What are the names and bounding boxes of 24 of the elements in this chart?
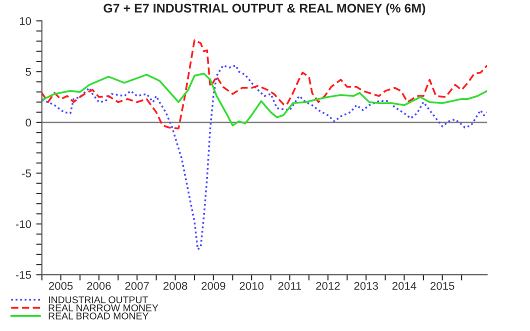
- x-tick-label: 2007: [125, 282, 149, 290]
- x-tick-label: 2011: [278, 282, 302, 290]
- x-tick-label: 2008: [163, 282, 188, 290]
- y-tick-label: 10: [20, 17, 32, 25]
- x-tick-label: 2009: [202, 282, 226, 290]
- x-tick-label: 2005: [48, 282, 73, 290]
- x-tick-label: 2010: [240, 282, 264, 290]
- x-tick-label: 2013: [354, 282, 378, 290]
- y-tick-label: 0: [26, 118, 32, 127]
- x-tick-label: 2012: [316, 282, 340, 290]
- y-tick-label: -10: [16, 220, 32, 228]
- x-tick-label: 2015: [430, 282, 454, 290]
- line-series: [42, 72, 488, 126]
- line-series: [42, 64, 488, 250]
- y-tick-label: -15: [16, 271, 31, 279]
- x-tick-label: 2006: [87, 282, 111, 290]
- line-series: [42, 39, 488, 130]
- y-tick-label: -5: [22, 170, 31, 178]
- legend-label: REAL BROAD MONEY: [48, 312, 149, 320]
- legend-label: INDUSTRIAL OUTPUT: [48, 296, 148, 304]
- y-tick-label: 5: [26, 68, 31, 76]
- legend-label: REAL NARROW MONEY: [48, 304, 158, 312]
- x-tick-label: 2014: [392, 282, 416, 290]
- chart-title: G7 + E7 INDUSTRIAL OUTPUT & REAL MONEY (% 6M): [104, 3, 426, 16]
